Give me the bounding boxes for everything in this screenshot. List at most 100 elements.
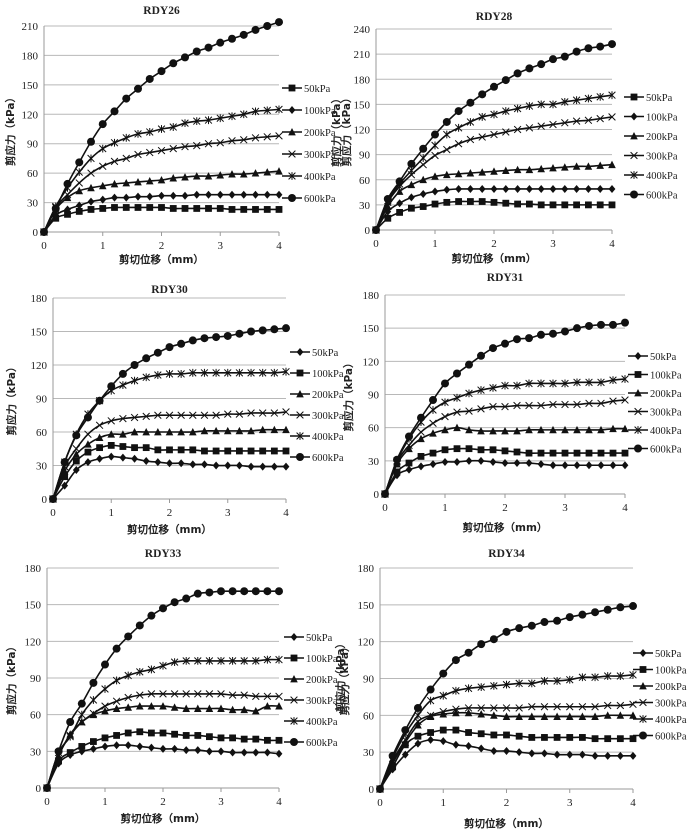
data-point <box>419 189 427 198</box>
data-point <box>216 38 225 47</box>
data-point <box>427 735 434 744</box>
data-point <box>247 409 255 417</box>
series-600kpa <box>372 40 616 234</box>
data-point <box>216 171 225 179</box>
x-tick-label: 1 <box>442 502 448 514</box>
data-point <box>384 214 392 222</box>
data-point <box>204 139 213 148</box>
data-point <box>181 173 189 181</box>
data-point <box>188 336 197 345</box>
data-point <box>170 690 179 698</box>
data-point <box>489 446 497 454</box>
legend-marker <box>630 93 638 101</box>
data-point <box>515 712 523 720</box>
data-point <box>413 703 422 712</box>
data-point <box>166 459 173 468</box>
data-point <box>578 610 587 619</box>
data-point <box>466 169 475 177</box>
y-tick-label: 30 <box>363 747 375 759</box>
data-point <box>621 424 629 433</box>
data-point <box>441 446 449 454</box>
data-point <box>258 368 267 377</box>
data-point <box>616 711 625 719</box>
data-point <box>239 110 248 119</box>
data-point <box>216 114 225 123</box>
data-point <box>193 205 201 212</box>
data-point <box>270 409 279 417</box>
chart-rdy33: 0 30 60 90 120 150 180 0 1 2 3 4 RDY33 剪切位移（mm） 剪应力（kP… <box>5 548 347 825</box>
data-point <box>405 432 413 441</box>
data-point <box>101 707 109 715</box>
chart-rdy34: 0 30 60 90 120 150 180 0 1 2 3 4 RDY34 剪切位移（mm） 剪应力（kP… <box>338 548 687 830</box>
data-point <box>154 428 162 436</box>
data-point <box>217 747 225 756</box>
x-axis-title: 剪切位移（mm） <box>127 523 212 536</box>
data-point <box>229 734 236 742</box>
data-point <box>212 333 221 342</box>
data-point <box>502 712 511 720</box>
legend-item: 600kPa <box>628 444 682 456</box>
data-point <box>467 184 474 193</box>
data-point <box>489 402 497 411</box>
data-point <box>157 176 166 184</box>
data-point <box>182 656 190 665</box>
data-point <box>148 743 155 752</box>
data-point <box>192 172 201 180</box>
legend-label: 300kPa <box>655 699 687 710</box>
data-point <box>525 64 534 73</box>
data-point <box>158 204 165 211</box>
data-point <box>96 444 103 452</box>
legend-label: 50kPa <box>650 352 677 363</box>
data-point <box>119 443 127 450</box>
y-tick-label: 0 <box>36 783 42 795</box>
y-tick-label: 60 <box>363 710 375 722</box>
data-point <box>171 730 178 738</box>
data-point <box>148 729 155 737</box>
data-point <box>537 60 546 69</box>
data-point <box>549 329 557 338</box>
data-point <box>236 461 243 470</box>
data-point <box>239 136 248 144</box>
data-point <box>247 462 255 471</box>
data-point <box>608 91 616 100</box>
data-point <box>159 702 167 710</box>
data-point <box>405 459 413 467</box>
legend-label: 600kPa <box>306 738 338 749</box>
data-point <box>417 462 425 471</box>
data-point <box>275 206 283 213</box>
data-point <box>122 204 130 211</box>
data-point <box>426 712 435 720</box>
data-point <box>264 748 271 757</box>
data-point <box>573 324 581 333</box>
legend-item: 600kPa <box>284 738 338 749</box>
data-point <box>515 748 523 757</box>
data-point <box>165 370 174 378</box>
data-point <box>223 331 232 340</box>
data-point <box>124 693 132 702</box>
data-point <box>417 413 425 422</box>
legend-item: 50kPa <box>290 348 339 359</box>
data-point <box>596 42 605 51</box>
data-point <box>441 412 449 421</box>
data-point <box>282 425 290 434</box>
data-point <box>110 107 119 116</box>
legend-label: 200kPa <box>306 675 338 686</box>
legend-label: 400kPa <box>304 172 336 183</box>
data-point <box>426 685 435 694</box>
data-point <box>131 444 138 452</box>
data-point <box>124 729 132 737</box>
data-point <box>107 452 115 461</box>
chart-rdy30: 0 30 60 90 120 150 180 0 1 2 3 4 RDY30 剪切位移（mm） 剪应力（kP… <box>5 284 344 536</box>
data-point <box>549 449 557 457</box>
data-point <box>502 184 510 193</box>
data-point <box>43 784 51 792</box>
data-point <box>101 660 109 669</box>
data-point <box>427 729 434 736</box>
data-point <box>585 399 593 408</box>
x-tick-label: 0 <box>373 238 379 250</box>
series-100kpa <box>49 442 290 503</box>
data-point <box>549 400 557 409</box>
legend-marker <box>288 128 296 136</box>
data-point <box>87 137 95 146</box>
data-point <box>513 125 522 134</box>
